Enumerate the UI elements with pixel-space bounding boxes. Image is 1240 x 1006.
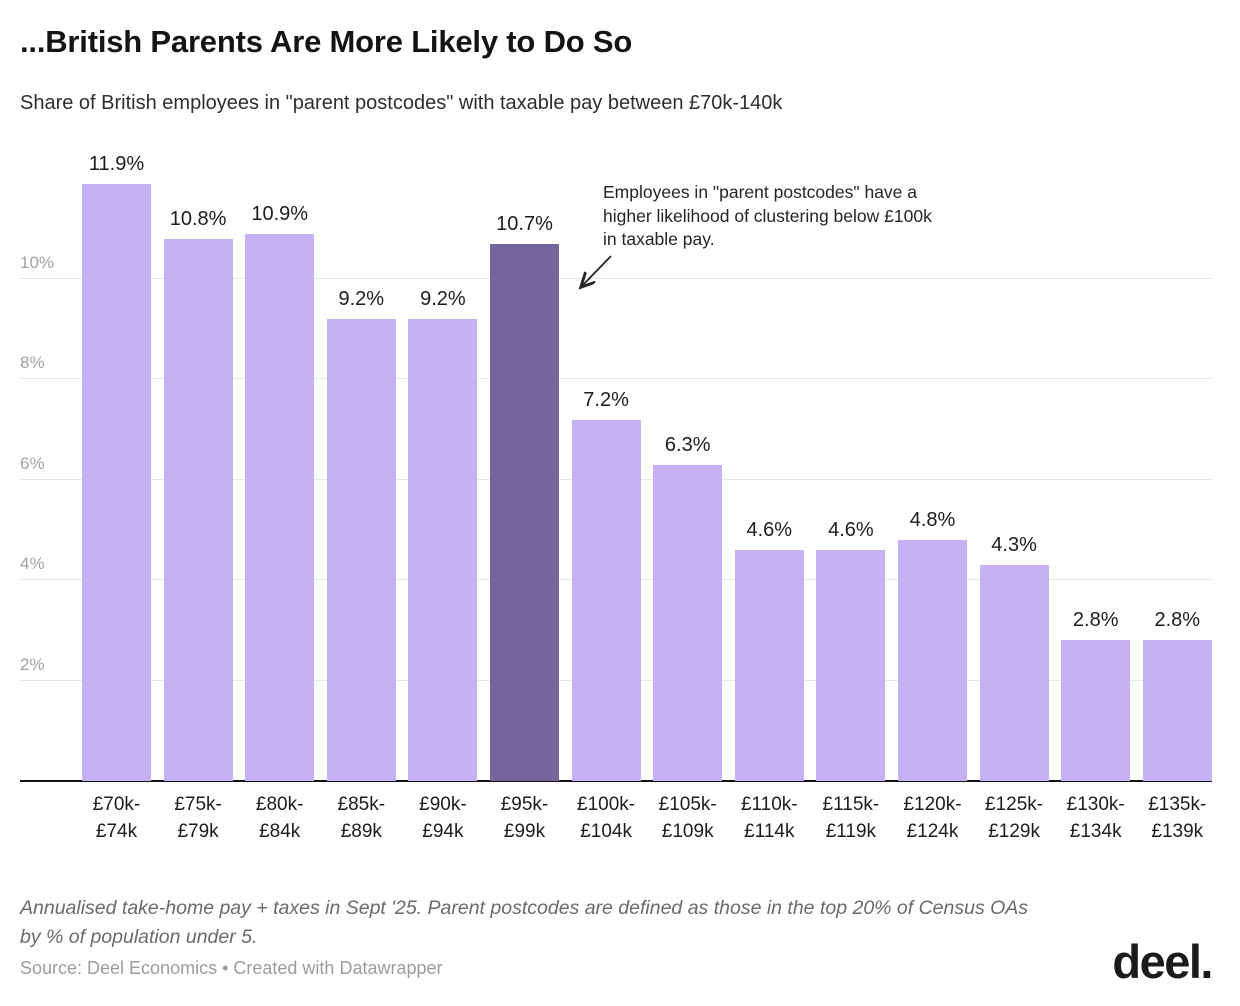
bar-value-label: 10.7% bbox=[496, 213, 553, 235]
bar[interactable] bbox=[1142, 640, 1212, 781]
bar-value-label: 11.9% bbox=[88, 153, 145, 175]
y-gridline bbox=[20, 378, 1212, 380]
bar-value-label: 4.8% bbox=[909, 509, 956, 531]
footnote-line: Annualised take-home pay + taxes in Sept… bbox=[20, 897, 1029, 919]
x-axis-line bbox=[20, 780, 1212, 782]
y-axis-tick-label: 6% bbox=[20, 453, 45, 473]
x-axis-category-label: £125k- £129k bbox=[985, 794, 1044, 842]
bar[interactable] bbox=[898, 540, 967, 781]
bar[interactable] bbox=[1061, 640, 1131, 781]
bar-value-label: 4.6% bbox=[746, 519, 793, 541]
x-axis-category-label: £75k- £79k bbox=[174, 794, 222, 842]
x-axis-category-label: £115k- £119k bbox=[822, 794, 880, 842]
source-attribution: Source: Deel Economics • Created with Da… bbox=[20, 958, 443, 978]
bar[interactable] bbox=[82, 184, 151, 781]
bar[interactable] bbox=[245, 234, 315, 781]
bar[interactable] bbox=[816, 550, 886, 781]
bar[interactable] bbox=[653, 465, 723, 781]
bar-value-label: 7.2% bbox=[583, 389, 629, 411]
bar-value-label: 4.3% bbox=[991, 534, 1037, 556]
chart-footnote: Annualised take-home pay + taxes in Sept… bbox=[20, 894, 1028, 952]
x-axis-category-label: £105k- £109k bbox=[658, 794, 717, 842]
x-axis-category-label: £85k- £89k bbox=[337, 794, 386, 842]
bar-value-label: 2.8% bbox=[1154, 609, 1201, 631]
bar[interactable] bbox=[163, 239, 233, 781]
footnote-line: by % of population under 5. bbox=[20, 926, 258, 948]
x-axis-category-label: £70k- £74k bbox=[92, 794, 141, 842]
x-axis-category-label: £100k- £104k bbox=[577, 794, 636, 842]
deel-logo: deel. bbox=[1112, 935, 1213, 988]
chart-subtitle: Share of British employees in "parent po… bbox=[20, 92, 783, 114]
annotation-line: Employees in "parent postcodes" have a bbox=[603, 182, 918, 202]
x-axis-category-label: £95k- £99k bbox=[500, 794, 549, 842]
y-axis-tick-label: 8% bbox=[20, 353, 45, 373]
annotation-arrow-icon bbox=[572, 255, 612, 295]
bar-value-label: 9.2% bbox=[338, 288, 385, 310]
chart-title: ...British Parents Are More Likely to Do… bbox=[20, 24, 633, 59]
x-axis-category-label: £80k- £84k bbox=[255, 794, 304, 842]
bar-value-label: 2.8% bbox=[1072, 609, 1119, 631]
bar[interactable] bbox=[326, 319, 396, 781]
bar-value-label: 6.3% bbox=[664, 434, 711, 456]
x-axis-category-label: £135k- £139k bbox=[1148, 794, 1207, 842]
y-gridline bbox=[20, 278, 1212, 279]
x-axis-category-label: £120k- £124k bbox=[903, 794, 962, 842]
x-axis-category-label: £110k- £114k bbox=[740, 794, 798, 842]
y-axis-tick-label: 10% bbox=[20, 253, 55, 272]
bar[interactable] bbox=[734, 550, 804, 781]
bar-value-label: 10.8% bbox=[169, 208, 227, 230]
bar[interactable] bbox=[571, 420, 641, 781]
bar-highlighted[interactable] bbox=[490, 244, 559, 781]
bar-value-label: 4.6% bbox=[828, 519, 874, 541]
bar-value-label: 10.9% bbox=[251, 203, 309, 225]
y-axis-tick-label: 2% bbox=[20, 654, 45, 674]
bar[interactable] bbox=[979, 565, 1049, 781]
x-axis-category-label: £90k- £94k bbox=[419, 794, 467, 842]
bar-chart-plot-area: 2% 4% 6% 8% 10% 11.9% £70k- £74k 10.8% £75k- £79k 1… bbox=[20, 140, 1212, 842]
x-axis-category-label: £130k- £134k bbox=[1066, 794, 1125, 842]
annotation-line: higher likelihood of clustering below £1… bbox=[603, 205, 932, 226]
bar[interactable] bbox=[408, 319, 478, 781]
chart-annotation: Employees in "parent postcodes" have a h… bbox=[603, 181, 932, 252]
y-axis-tick-label: 4% bbox=[20, 554, 45, 574]
bar-value-label: 9.2% bbox=[420, 288, 466, 310]
annotation-line: in taxable pay. bbox=[603, 229, 715, 249]
